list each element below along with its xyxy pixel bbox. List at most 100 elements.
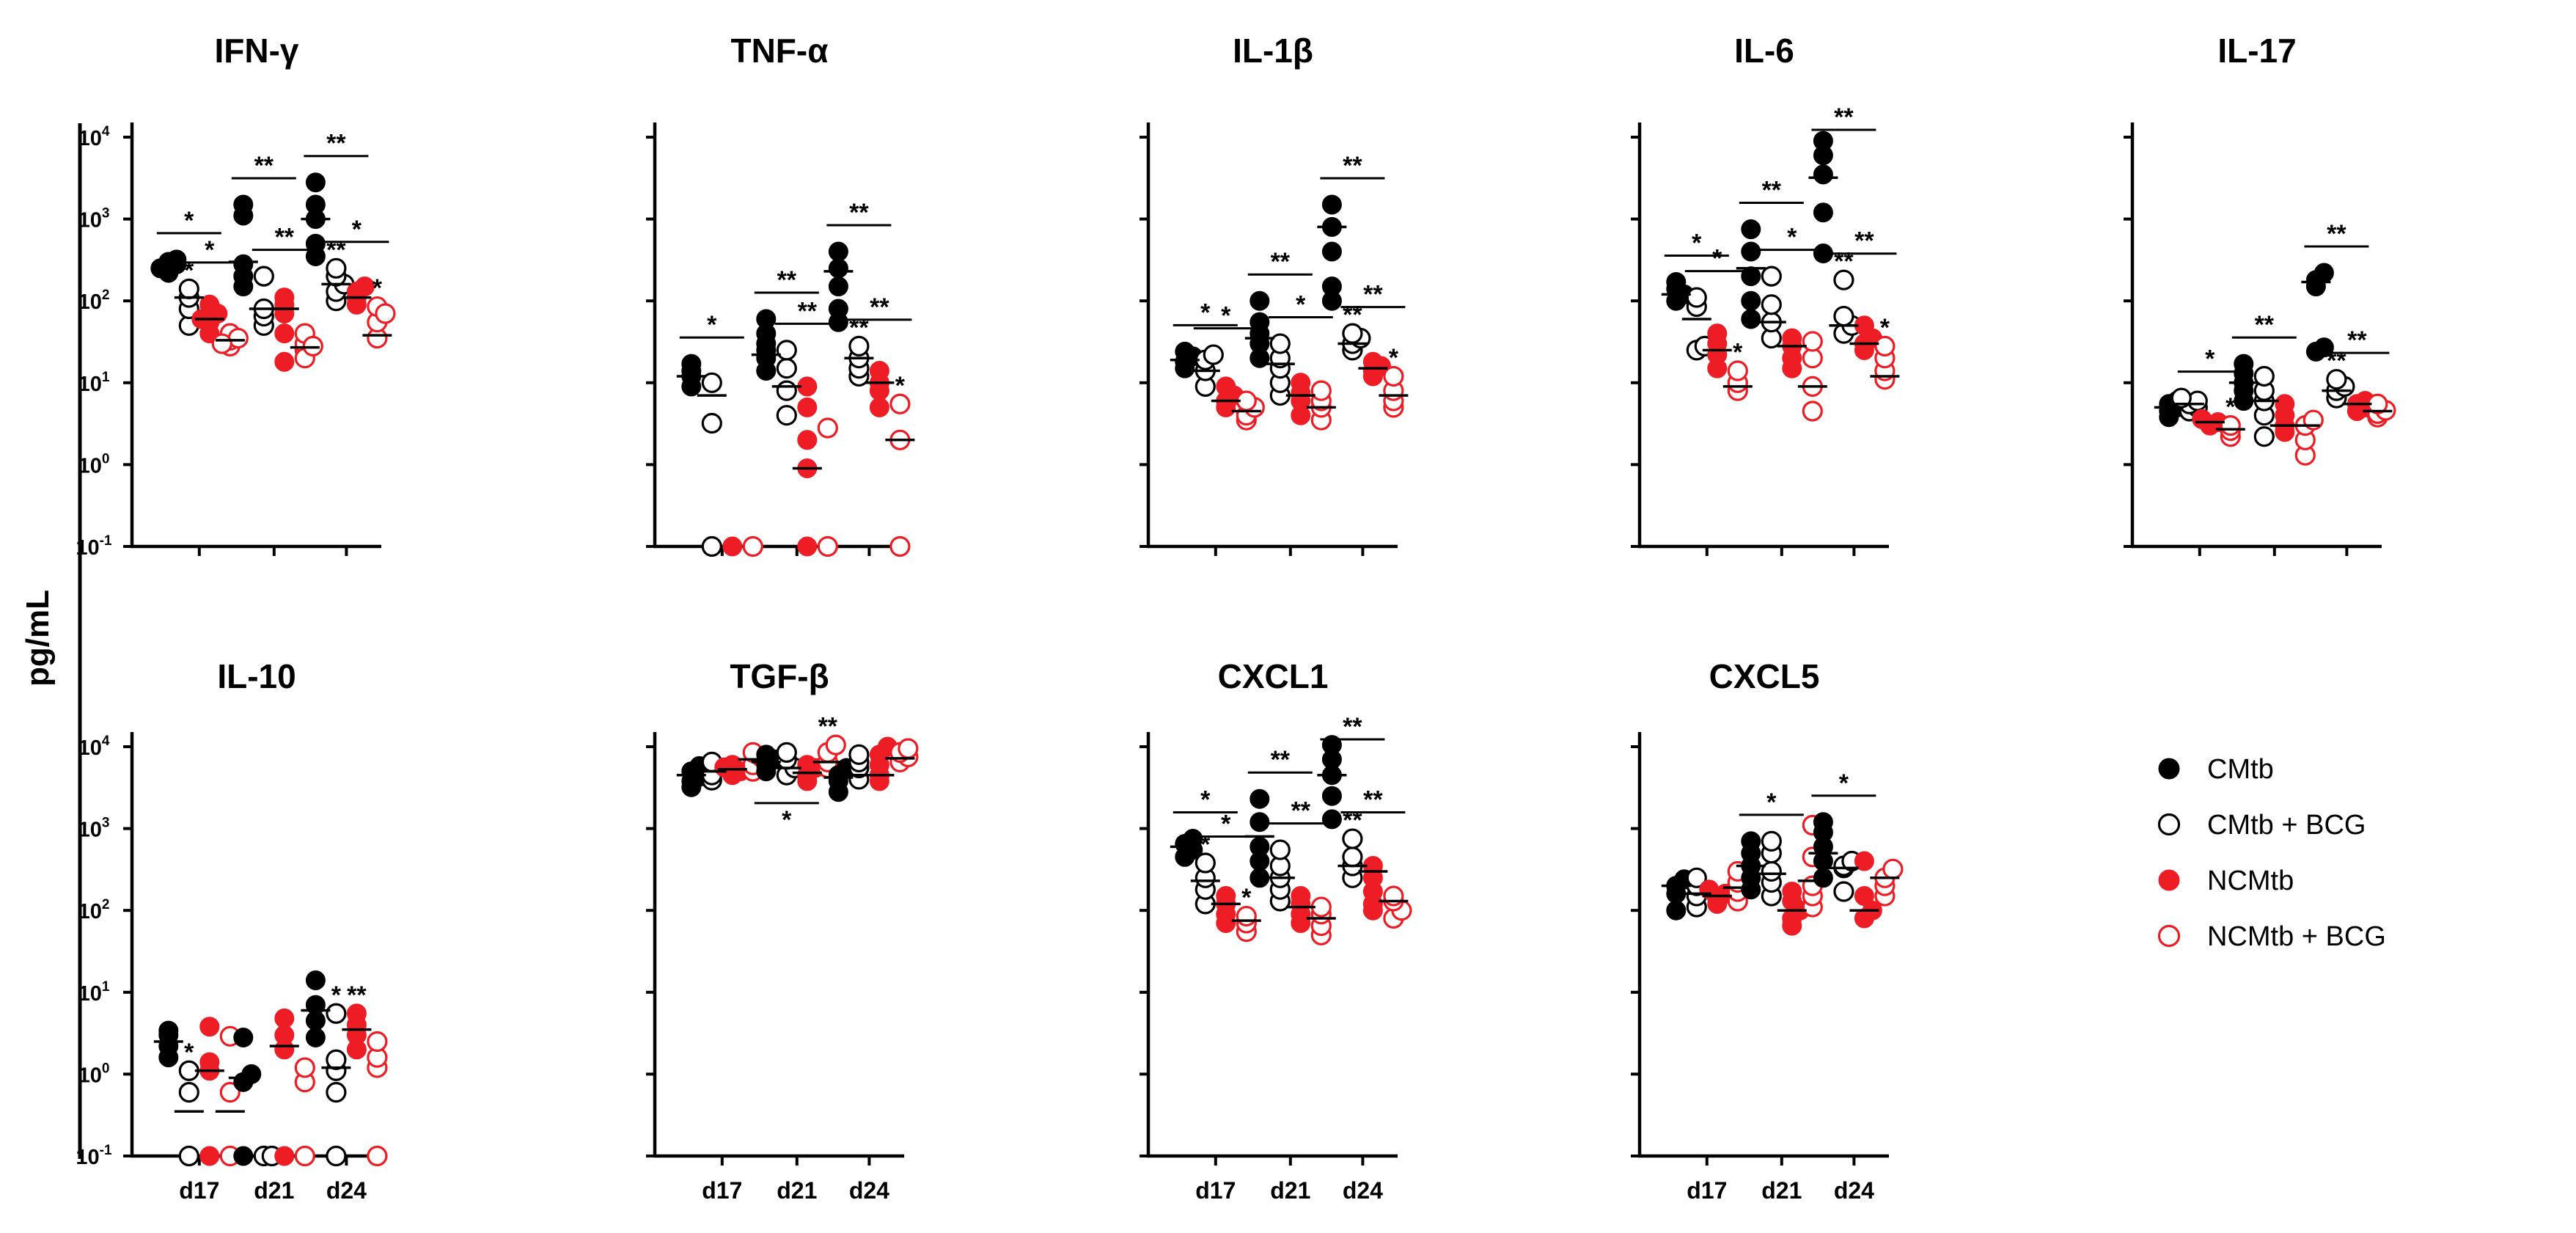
panel-8-pt-d1-g2-4 — [1782, 881, 1802, 901]
panel-8-xtick-label-2: d24 — [1834, 1177, 1874, 1204]
panel-4: IL-17********** — [2124, 32, 2396, 556]
panel-5-pt-d2-g3-3 — [367, 1031, 388, 1053]
panel-5-pt-d2-g1-3 — [326, 1049, 347, 1070]
panel-0-ytick-label-0: 104 — [78, 124, 110, 150]
panel-3-pt-d2-g0-1 — [1813, 202, 1833, 223]
panel-2-pt-d1-g3-3 — [1310, 380, 1332, 401]
panel-8-pt-d2-g2-3 — [1854, 851, 1874, 871]
panel-4-sig-label-0: * — [2205, 345, 2215, 373]
panel-8-pt-d2-g0-0 — [1813, 868, 1833, 888]
panel-1-sig-label-6: * — [895, 372, 906, 400]
panel-7-pt-d0-g2-3 — [1216, 886, 1236, 907]
panel-3-pt-d1-g0-1 — [1741, 290, 1761, 311]
panel-8-xtick-label-0: d17 — [1687, 1177, 1727, 1204]
panel-3-sig-label-1: * — [1712, 245, 1722, 273]
panel-4-pt-d1-g2-3 — [2275, 394, 2295, 414]
panels-group: IFN-γ10410310210110010-1*************TNF… — [76, 32, 2396, 1204]
panel-4-title: IL-17 — [2217, 32, 2296, 70]
panel-2-sig-label-5: ** — [1363, 281, 1383, 309]
panel-7-pt-d2-g0-1 — [1321, 786, 1342, 806]
panel-2-pt-d1-g0-3 — [1250, 312, 1270, 332]
panel-4-pt-d2-g0-4 — [2313, 263, 2334, 283]
panel-7-sig-label-8: ** — [1343, 807, 1362, 835]
panel-3-sig-label-5: ** — [1834, 103, 1854, 131]
panel-6-xtick-label-0: d17 — [702, 1177, 742, 1204]
panel-3-pt-d1-g0-3 — [1741, 241, 1761, 262]
panel-5-pt-d2-g1-1 — [326, 1082, 347, 1103]
legend: CMtb CMtb + BCG NCMtb NCMtb + BCG — [2157, 754, 2386, 952]
panel-0-pt-d2-g0-1 — [305, 233, 326, 254]
panel-5-ytick-label-5: 10-1 — [76, 1143, 112, 1169]
panel-0-sig-label-6: * — [352, 216, 362, 244]
panel-3-pt-d2-g1-3 — [1833, 269, 1854, 290]
panel-7-sig-label-1: * — [1221, 810, 1231, 838]
panel-5-ytick-label-2: 102 — [78, 897, 110, 923]
panel-0-sig-label-8: * — [373, 274, 383, 302]
panel-2: IL-1β* *********** — [1140, 32, 1409, 556]
panel-4-sig-label-4: ** — [2347, 326, 2367, 354]
panel-0-sig-label-2: * — [184, 257, 194, 285]
panel-1-pt-d2-g0-1 — [828, 299, 848, 319]
panel-5-pt-d0-g1-1 — [178, 1082, 199, 1103]
panel-1-pt-d2-g0-4 — [828, 241, 848, 262]
panel-0-pt-d1-g2-0 — [274, 351, 295, 372]
panel-7-xtick-label-1: d21 — [1270, 1177, 1310, 1204]
panel-1-pt-d1-g2-0 — [797, 536, 818, 557]
panel-3-pt-d2-g0-4 — [1813, 131, 1833, 151]
panel-3-sig-label-3: ** — [1762, 177, 1782, 205]
panel-7-pt-d2-g3-3 — [1383, 885, 1404, 907]
panel-7-sig-label-6: ** — [1343, 713, 1362, 741]
panel-5-xtick-label-2: d24 — [326, 1177, 367, 1204]
panel-8-xtick-label-1: d21 — [1761, 1177, 1802, 1204]
panel-4-pt-d1-g0-4 — [2234, 354, 2254, 374]
panel-3-pt-d0-g3-2 — [1727, 360, 1748, 381]
panel-3-pt-d0-g0-3 — [1666, 271, 1687, 292]
panel-6-pt-d2-g1-3 — [848, 744, 870, 765]
panel-8-pt-d0-g1-3 — [1686, 867, 1707, 888]
panel-5-pt-d0-g2-2 — [199, 1052, 220, 1072]
panel-4-sig-label-1: * — [2225, 393, 2236, 421]
panel-5-pt-d1-g2-3 — [274, 1008, 295, 1028]
panel-0-sig-label-3: ** — [254, 152, 274, 180]
legend-marker-0 — [2158, 758, 2180, 780]
panel-0-pt-d1-g0-4 — [233, 194, 254, 215]
legend-label-2: NCMtb — [2207, 866, 2294, 896]
panel-1-sig-label-1: ** — [777, 266, 797, 294]
panel-3-pt-d1-g2-3 — [1782, 328, 1802, 348]
panel-8-pt-d2-g3-3 — [1882, 858, 1904, 879]
panel-8: CXCL5 d17 d21 d24 * * — [1631, 657, 1904, 1204]
panel-8-pt-d2-g1-0 — [1833, 881, 1854, 902]
panel-3-sig-label-7: ** — [1834, 248, 1854, 276]
panel-4-sig-label-5: ** — [2327, 347, 2346, 375]
panel-5-xtick-label-0: d17 — [179, 1177, 219, 1204]
panel-3-sig-label-6: ** — [1854, 227, 1874, 255]
panel-7-pt-d1-g1-4 — [1269, 839, 1291, 860]
panel-2-sig-label-6: ** — [1343, 301, 1362, 329]
panel-1-pt-d1-g3-0 — [817, 535, 838, 557]
panel-7-pt-d2-g0-0 — [1321, 809, 1342, 830]
panel-0-title: IFN-γ — [215, 32, 299, 70]
panel-3-pt-d2-g1-2 — [1833, 305, 1854, 327]
panel-1-pt-d1-g1-1 — [776, 380, 797, 401]
panel-0-ytick-label-4: 100 — [78, 451, 110, 478]
panel-1-sig-label-5: ** — [849, 314, 869, 342]
panel-0-sig-label-4: ** — [275, 224, 295, 252]
panel-0-pt-d1-g0-2 — [233, 254, 254, 274]
panel-8-sig-label-1: * — [1839, 769, 1849, 797]
panel-1-pt-d2-g2-0 — [869, 397, 889, 417]
panel-8-pt-d1-g1-4 — [1761, 830, 1782, 852]
panel-3-pt-d0-g2-3 — [1707, 323, 1728, 344]
panel-5-pt-d1-g0-3 — [233, 1027, 254, 1047]
panel-1-pt-d0-g1-1 — [701, 412, 722, 434]
panel-8-sig-label-0: * — [1766, 789, 1777, 816]
panel-1-sig-label-3: ** — [849, 199, 869, 227]
panel-5-sig-label-1: * — [331, 981, 342, 1009]
legend-marker-1 — [2157, 813, 2181, 836]
panel-0-pt-d0-g0-5 — [150, 258, 171, 279]
panel-1-pt-d1-g2-2 — [797, 430, 818, 450]
panel-3-pt-d1-g1-3 — [1761, 266, 1782, 287]
panel-5-pt-d0-g1-0 — [178, 1145, 199, 1167]
panel-2-sig-label-1: * — [1221, 302, 1231, 330]
panel-8-title: CXCL5 — [1709, 657, 1820, 695]
